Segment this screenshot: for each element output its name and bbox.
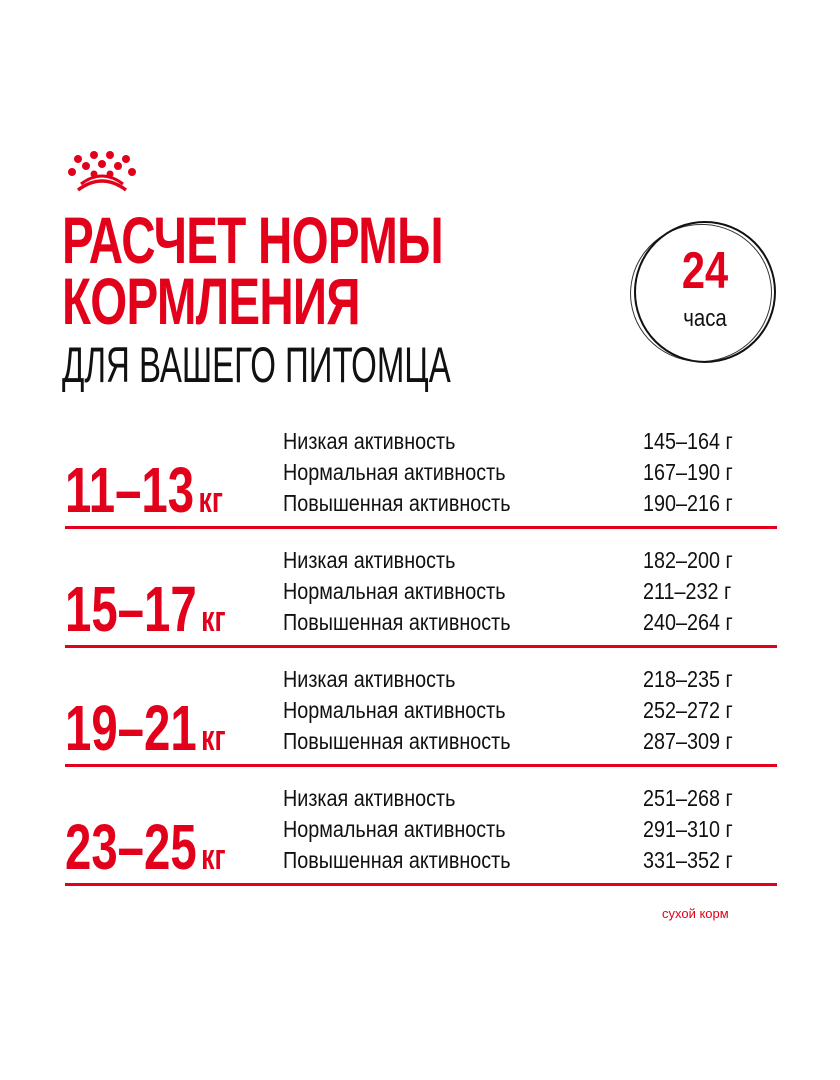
weight-unit: кг	[201, 598, 226, 639]
weight-unit: кг	[201, 836, 226, 877]
weight-range: 19–21 кг	[65, 696, 226, 770]
activity-label: Повышенная активность	[283, 847, 511, 873]
weight-value: 19–21	[65, 692, 197, 764]
group-divider	[65, 645, 777, 648]
weight-value: 15–17	[65, 573, 197, 645]
amount-value: 218–235 г	[643, 666, 733, 692]
activity-label: Низкая активность	[283, 785, 456, 811]
weight-unit: кг	[201, 717, 226, 758]
activity-label: Низкая активность	[283, 547, 456, 573]
activity-label: Повышенная активность	[283, 728, 511, 754]
amount-value: 167–190 г	[643, 459, 733, 485]
amount-value: 190–216 г	[643, 490, 733, 516]
amount-value: 251–268 г	[643, 785, 733, 811]
amount-value: 211–232 г	[643, 578, 732, 604]
activity-label: Повышенная активность	[283, 490, 511, 516]
activity-label: Низкая активность	[283, 428, 456, 454]
amount-value: 291–310 г	[643, 816, 733, 842]
weight-unit: кг	[198, 479, 223, 520]
weight-range: 11–13 кг	[65, 458, 223, 532]
amount-value: 287–309 г	[643, 728, 733, 754]
group-divider	[65, 764, 777, 767]
page-subtitle: ДЛЯ ВАШЕГО ПИТОМЦА	[62, 337, 451, 393]
group-divider	[65, 526, 777, 529]
weight-range: 15–17 кг	[65, 577, 226, 651]
activity-label: Нормальная активность	[283, 578, 506, 604]
weight-range: 23–25 кг	[65, 815, 226, 889]
activity-label: Нормальная активность	[283, 459, 506, 485]
weight-value: 11–13	[65, 454, 195, 526]
badge-circle: 24 часа	[634, 221, 776, 363]
activity-label: Нормальная активность	[283, 697, 506, 723]
page-title-line1: РАСЧЕТ НОРМЫ	[62, 203, 444, 277]
amount-value: 182–200 г	[643, 547, 733, 573]
group-divider	[65, 883, 777, 886]
amount-value: 145–164 г	[643, 428, 733, 454]
activity-label: Нормальная активность	[283, 816, 506, 842]
activity-label: Низкая активность	[283, 666, 456, 692]
badge-number: 24	[681, 242, 729, 300]
weight-value: 23–25	[65, 811, 197, 883]
badge-unit: часа	[683, 305, 727, 332]
crown-logo-icon	[68, 151, 136, 192]
amount-value: 331–352 г	[643, 847, 733, 873]
footnote: сухой корм	[662, 906, 729, 921]
page-title-line2: КОРМЛЕНИЯ	[62, 264, 361, 338]
amount-value: 240–264 г	[643, 609, 733, 635]
amount-value: 252–272 г	[643, 697, 733, 723]
activity-label: Повышенная активность	[283, 609, 511, 635]
